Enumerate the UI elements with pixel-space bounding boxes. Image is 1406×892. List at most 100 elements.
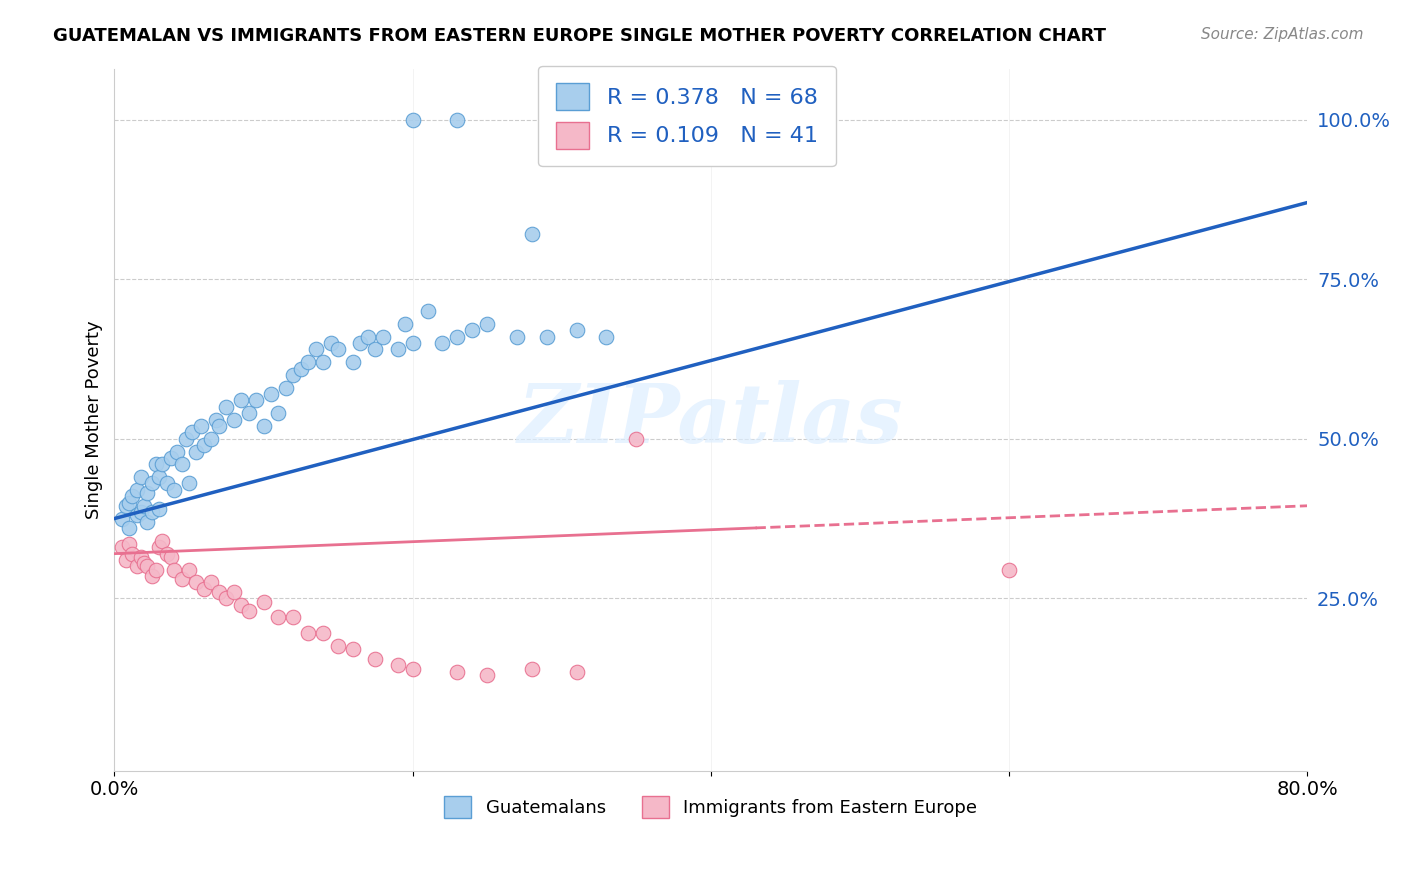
Point <box>506 329 529 343</box>
Point <box>520 227 543 242</box>
Point <box>626 432 648 446</box>
Point <box>129 470 152 484</box>
Point <box>160 450 183 465</box>
Point <box>565 323 588 337</box>
Point <box>193 438 215 452</box>
Point <box>121 547 143 561</box>
Point <box>215 591 238 606</box>
Legend: Guatemalans, Immigrants from Eastern Europe: Guatemalans, Immigrants from Eastern Eur… <box>437 789 984 825</box>
Point <box>145 458 167 472</box>
Point <box>401 336 423 351</box>
Point <box>115 499 138 513</box>
Point <box>312 626 335 640</box>
Point <box>215 400 238 414</box>
Point <box>118 521 141 535</box>
Point <box>111 541 134 555</box>
Point <box>181 425 204 440</box>
Point <box>148 470 170 484</box>
Point <box>267 406 290 420</box>
Point <box>252 419 274 434</box>
Point <box>260 387 283 401</box>
Point <box>174 432 197 446</box>
Point <box>461 323 484 337</box>
Point <box>163 483 186 497</box>
Point <box>387 658 409 673</box>
Point <box>342 642 364 657</box>
Point <box>190 419 212 434</box>
Point <box>170 458 193 472</box>
Point <box>136 515 159 529</box>
Point <box>326 343 349 357</box>
Point <box>312 355 335 369</box>
Point <box>150 458 173 472</box>
Point <box>283 368 305 382</box>
Point <box>208 585 231 599</box>
Point <box>200 432 222 446</box>
Point <box>166 444 188 458</box>
Point <box>141 505 163 519</box>
Point <box>297 355 319 369</box>
Point <box>155 476 177 491</box>
Point <box>136 486 159 500</box>
Point <box>222 412 245 426</box>
Point <box>998 563 1021 577</box>
Point <box>595 329 617 343</box>
Point <box>432 336 454 351</box>
Point <box>520 662 543 676</box>
Point <box>193 582 215 596</box>
Point <box>349 336 371 351</box>
Point <box>204 412 226 426</box>
Point <box>163 563 186 577</box>
Point <box>238 604 260 618</box>
Point <box>177 476 200 491</box>
Point <box>145 563 167 577</box>
Point <box>118 537 141 551</box>
Point <box>231 598 253 612</box>
Point <box>401 662 423 676</box>
Point <box>186 444 208 458</box>
Point <box>208 419 231 434</box>
Point <box>121 489 143 503</box>
Point <box>565 665 588 679</box>
Point <box>141 476 163 491</box>
Text: ZIPatlas: ZIPatlas <box>517 380 904 459</box>
Point <box>394 317 416 331</box>
Point <box>148 541 170 555</box>
Point <box>200 575 222 590</box>
Point <box>297 626 319 640</box>
Point <box>136 559 159 574</box>
Point <box>141 569 163 583</box>
Point <box>446 112 468 127</box>
Point <box>274 381 297 395</box>
Point <box>267 610 290 624</box>
Point <box>125 508 148 523</box>
Point <box>111 511 134 525</box>
Point <box>364 343 387 357</box>
Point <box>125 559 148 574</box>
Point <box>477 317 499 331</box>
Point <box>446 665 468 679</box>
Point <box>129 549 152 564</box>
Point <box>129 505 152 519</box>
Point <box>342 355 364 369</box>
Y-axis label: Single Mother Poverty: Single Mother Poverty <box>86 320 103 519</box>
Point <box>148 502 170 516</box>
Point <box>401 112 423 127</box>
Point <box>125 483 148 497</box>
Point <box>387 343 409 357</box>
Point <box>371 329 394 343</box>
Point <box>305 343 328 357</box>
Point <box>231 393 253 408</box>
Point <box>238 406 260 420</box>
Point <box>245 393 267 408</box>
Text: GUATEMALAN VS IMMIGRANTS FROM EASTERN EUROPE SINGLE MOTHER POVERTY CORRELATION C: GUATEMALAN VS IMMIGRANTS FROM EASTERN EU… <box>53 27 1107 45</box>
Point <box>536 329 558 343</box>
Point <box>326 639 349 653</box>
Point <box>134 556 156 570</box>
Point <box>477 668 499 682</box>
Point <box>150 533 173 548</box>
Point <box>177 563 200 577</box>
Point <box>364 652 387 666</box>
Point <box>283 610 305 624</box>
Point <box>186 575 208 590</box>
